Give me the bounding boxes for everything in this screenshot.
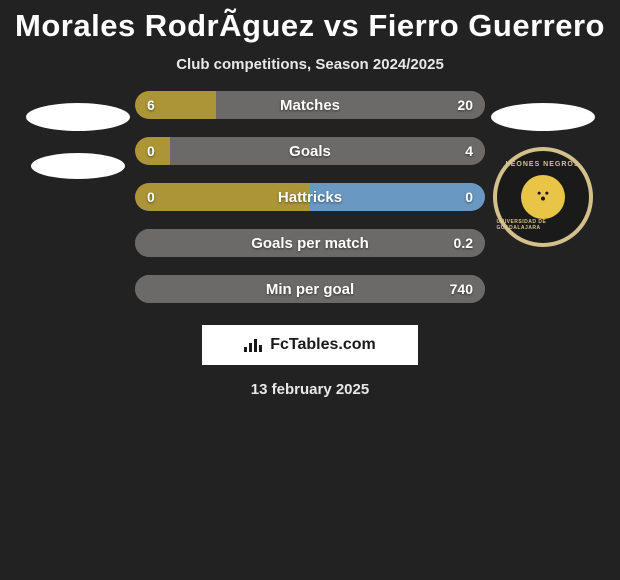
stat-bars: Matches620Goals04Hattricks00Goals per ma… (135, 91, 485, 303)
stat-value-left: 0 (147, 143, 155, 159)
stat-value-right: 740 (450, 281, 473, 297)
left-player-column (20, 91, 135, 179)
date-text: 13 february 2025 (251, 381, 369, 398)
brand-box: FcTables.com (202, 325, 418, 365)
main-row: Matches620Goals04Hattricks00Goals per ma… (0, 91, 620, 303)
stat-value-left: 6 (147, 97, 155, 113)
club-badge-bottom-text: UNIVERSIDAD DE GUADALAJARA (497, 219, 589, 231)
season-subtitle: Club competitions, Season 2024/2025 (176, 56, 444, 73)
stat-row-min-per-goal: Min per goal740 (135, 275, 485, 303)
stat-row-goals-per-match: Goals per match0.2 (135, 229, 485, 257)
stat-label: Matches (135, 97, 485, 114)
stat-value-right: 0 (465, 189, 473, 205)
right-player-column: LEONES NEGROS UNIVERSIDAD DE GUADALAJARA (485, 91, 600, 247)
stat-value-left: 0 (147, 189, 155, 205)
stat-value-right: 4 (465, 143, 473, 159)
left-player-avatar-placeholder-1 (26, 103, 130, 131)
club-badge: LEONES NEGROS UNIVERSIDAD DE GUADALAJARA (493, 147, 593, 247)
lion-icon (521, 175, 565, 219)
brand-text: FcTables.com (270, 336, 376, 354)
comparison-card: Morales RodrÃ­guez vs Fierro Guerrero Cl… (0, 0, 620, 398)
right-player-avatar-placeholder (491, 103, 595, 131)
page-title: Morales RodrÃ­guez vs Fierro Guerrero (15, 8, 605, 44)
stat-label: Goals per match (135, 235, 485, 252)
stat-value-right: 0.2 (454, 235, 473, 251)
club-badge-top-text: LEONES NEGROS (505, 161, 579, 168)
stat-row-matches: Matches6 20 (135, 91, 485, 119)
left-player-avatar-placeholder-2 (31, 153, 125, 179)
stat-row-hattricks: Hattricks0 0 (135, 183, 485, 211)
stat-row-goals: Goals0 4 (135, 137, 485, 165)
stat-label: Hattricks (135, 189, 485, 206)
stat-label: Min per goal (135, 281, 485, 298)
bar-chart-icon (244, 338, 262, 352)
stat-value-right: 20 (457, 97, 473, 113)
stat-label: Goals (135, 143, 485, 160)
